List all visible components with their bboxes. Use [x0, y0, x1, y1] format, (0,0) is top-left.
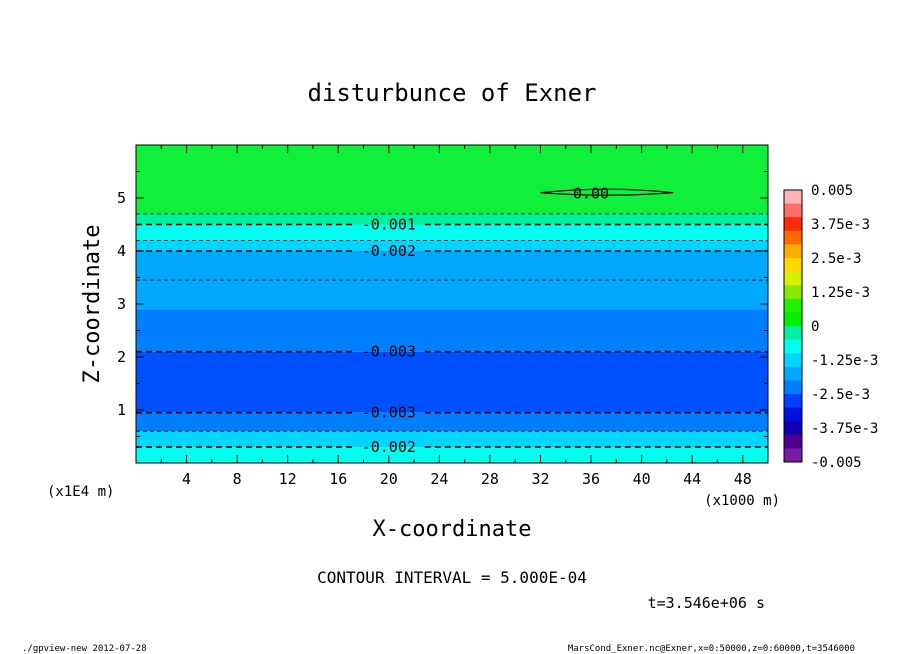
y-tick-label-3: 3: [117, 295, 126, 313]
colorbar-swatch-8: [784, 298, 802, 313]
y-tick-label-4: 4: [117, 242, 126, 260]
contour-lines: [136, 188, 768, 448]
contour-label-1: -0.001: [362, 216, 416, 234]
chart-title: disturbunce of Exner: [308, 79, 597, 107]
band-7: [136, 412, 768, 432]
footer-left: ./gpview-new 2012-07-28: [22, 644, 147, 654]
x-tick-label-32: 32: [531, 470, 549, 488]
colorbar-swatch-15: [784, 394, 802, 409]
contour-interval-text: CONTOUR INTERVAL = 5.000E-04: [317, 568, 587, 587]
x-tick-label-4: 4: [182, 470, 191, 488]
x-axis-unit: (x1000 m): [704, 493, 780, 509]
colorbar-swatch-4: [784, 244, 802, 259]
colorbar-label-2: 2.5e-3: [811, 251, 862, 267]
x-tick-label-12: 12: [279, 470, 297, 488]
colorbar-label-6: -2.5e-3: [811, 387, 870, 403]
x-axis-ticks: 4 8 12 16 20 24 28 32 36 40 44 48: [160, 145, 752, 488]
colorbar-swatch-7: [784, 285, 802, 300]
colorbar-swatch-18: [784, 434, 802, 449]
contour-labels: -0.001 -0.002 -0.003 -0.003 -0.002 0.00: [362, 185, 609, 456]
colorbar-swatch-17: [784, 421, 802, 436]
contour-label-8: -0.002: [362, 438, 416, 456]
x-axis-label: X-coordinate: [373, 517, 532, 542]
colorbar-swatch-9: [784, 312, 802, 327]
footer-right: MarsCond_Exner.nc@Exner,x=0:50000,z=0:60…: [568, 644, 855, 654]
y-axis-unit: (x1E4 m): [47, 484, 114, 500]
time-text: t=3.546e+06 s: [648, 594, 765, 612]
colorbar-label-5: -1.25e-3: [811, 353, 878, 369]
colorbar-label-7: -3.75e-3: [811, 421, 878, 437]
band-2: [136, 224, 768, 241]
colorbar-swatch-10: [784, 326, 802, 341]
colorbar-swatch-12: [784, 353, 802, 368]
y-tick-label-1: 1: [117, 401, 126, 419]
colorbar-label-4: 0: [811, 319, 819, 335]
contour-label-3: -0.002: [362, 242, 416, 260]
band-0: [136, 145, 768, 214]
x-tick-label-28: 28: [481, 470, 499, 488]
x-tick-label-16: 16: [329, 470, 347, 488]
band-3: [136, 240, 768, 251]
band-8: [136, 431, 768, 448]
y-tick-label-5: 5: [117, 189, 126, 207]
x-tick-label-48: 48: [734, 470, 752, 488]
x-tick-label-44: 44: [683, 470, 701, 488]
colorbar-labels: 0.005 3.75e-3 2.5e-3 1.25e-3 0 -1.25e-3 -2.5e-…: [811, 183, 878, 471]
band-1: [136, 213, 768, 225]
x-tick-label-20: 20: [380, 470, 398, 488]
colorbar-label-1: 3.75e-3: [811, 217, 870, 233]
x-tick-label-24: 24: [430, 470, 448, 488]
contour-label-6: -0.003: [362, 404, 416, 422]
colorbar-swatch-1: [784, 203, 802, 218]
colorbar-swatch-16: [784, 407, 802, 422]
band-6: [136, 351, 768, 413]
colorbar-swatch-19: [784, 448, 802, 463]
colorbar-swatch-11: [784, 339, 802, 354]
band-5: [136, 309, 768, 352]
colorbar-label-3: 1.25e-3: [811, 285, 870, 301]
y-axis-ticks: 1 2 3 4 5: [117, 171, 768, 437]
colorbar-label-8: -0.005: [811, 455, 862, 471]
colorbar: [783, 189, 803, 463]
colorbar-swatch-6: [784, 271, 802, 286]
band-9: [136, 447, 768, 463]
contour-fill-bands: [136, 145, 768, 463]
contour-label-5: -0.003: [362, 343, 416, 361]
colorbar-swatch-14: [784, 380, 802, 395]
x-tick-label-40: 40: [633, 470, 651, 488]
colorbar-frame: [783, 189, 803, 463]
y-tick-label-2: 2: [117, 348, 126, 366]
zero-contour-closed: [540, 188, 674, 196]
colorbar-swatch-2: [784, 217, 802, 232]
y-axis-label: Z-coordinate: [80, 225, 105, 384]
contour-label-zero: 0.00: [573, 185, 609, 203]
colorbar-label-0: 0.005: [811, 183, 853, 199]
colorbar-swatch-13: [784, 366, 802, 381]
x-tick-label-36: 36: [582, 470, 600, 488]
x-tick-label-8: 8: [233, 470, 242, 488]
colorbar-swatch-5: [784, 258, 802, 273]
colorbar-swatch-0: [784, 190, 802, 205]
colorbar-swatch-3: [784, 230, 802, 245]
